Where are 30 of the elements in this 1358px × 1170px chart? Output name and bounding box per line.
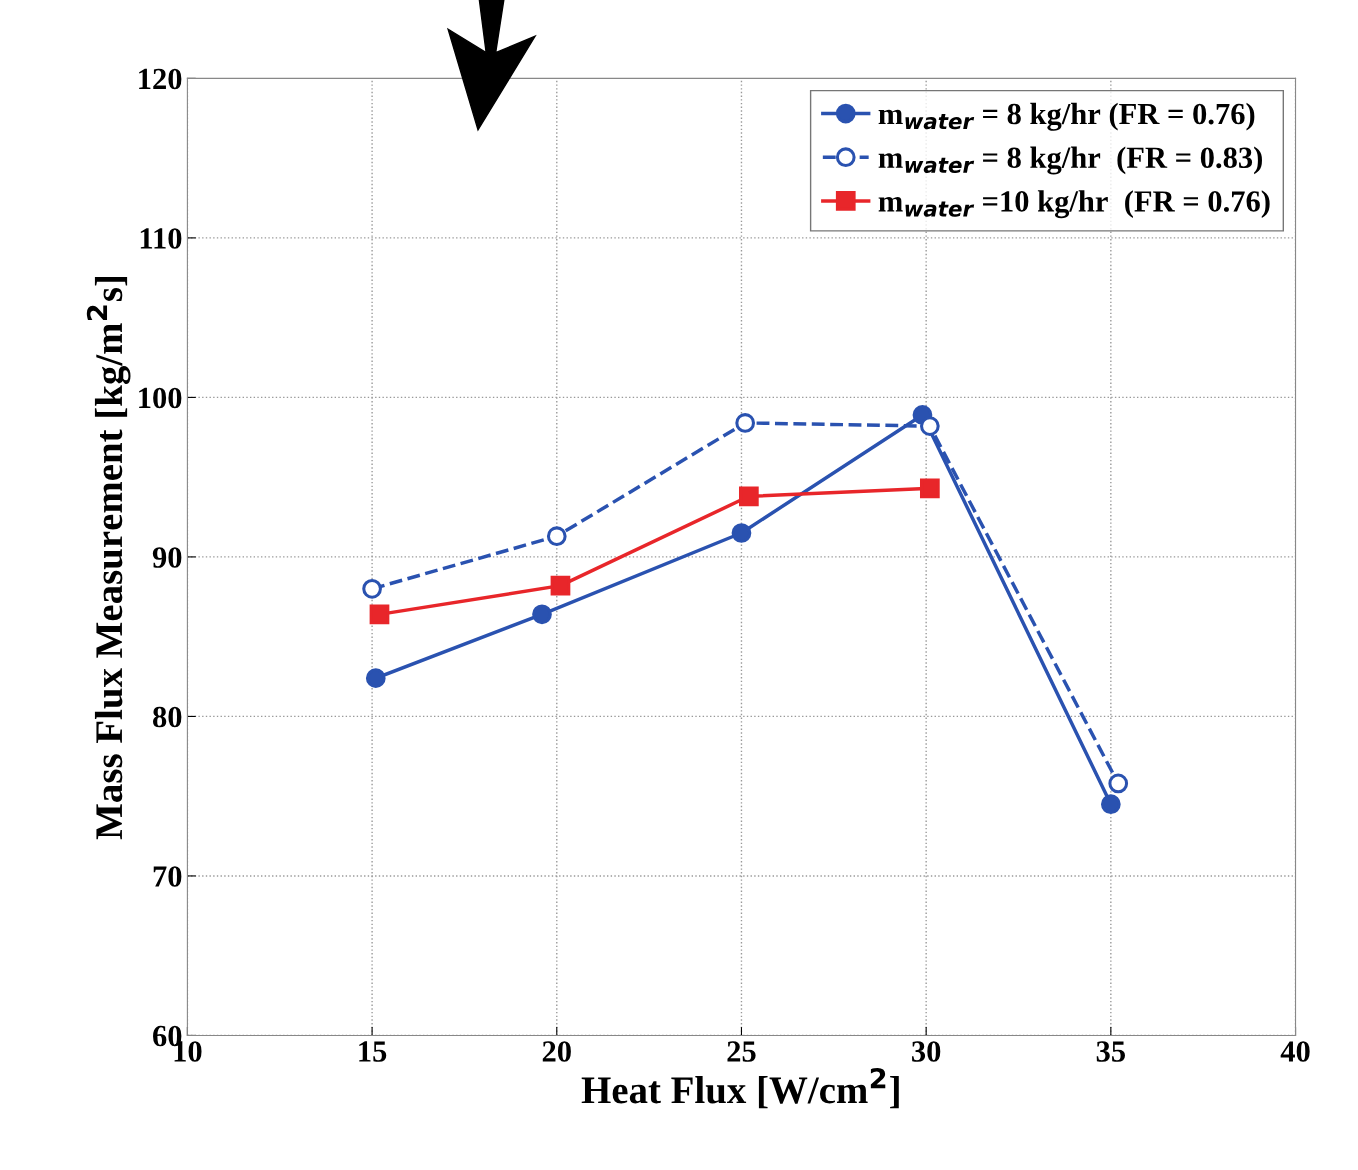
legend-label: m$_{water}$ = 8 kg/hr (FR = 0.83) — [878, 146, 1262, 175]
legend-label: m$_{water}$ =10 kg/hr (FR = 0.76) — [878, 190, 1270, 219]
x-tick-label: 15 — [359, 1041, 387, 1062]
y-tick-label: 120 — [139, 68, 182, 90]
point — [532, 604, 552, 625]
point — [731, 523, 752, 543]
x-tick-label: 35 — [1096, 1041, 1125, 1062]
point — [735, 413, 756, 433]
point — [1100, 794, 1121, 815]
point — [362, 578, 382, 599]
x-tick-label: 40 — [1280, 1041, 1310, 1062]
x-tick-label: 25 — [727, 1041, 756, 1062]
y-axis-title: Mass Flux Measurement [kg/m$^{2}$s] — [86, 276, 131, 840]
x-tick-label: 20 — [542, 1041, 571, 1062]
point — [365, 668, 386, 689]
point — [919, 478, 940, 499]
point — [550, 575, 571, 596]
point — [546, 526, 567, 547]
point — [738, 486, 759, 507]
x-tick-label: 30 — [912, 1041, 941, 1062]
x-axis-title: Heat Flux [W/cm$^{2}$] — [581, 1067, 899, 1109]
y-tick-label: 90 — [152, 547, 182, 568]
y-tick-label: 80 — [153, 706, 182, 728]
point — [919, 416, 940, 436]
y-tick-label: 70 — [153, 866, 182, 887]
point — [1108, 773, 1129, 794]
y-tick-label: 100 — [139, 387, 182, 409]
point — [369, 604, 390, 625]
y-tick-label: 110 — [140, 228, 182, 249]
legend-label: m$_{water}$ = 8 kg/hr (FR = 0.76) — [878, 102, 1255, 131]
